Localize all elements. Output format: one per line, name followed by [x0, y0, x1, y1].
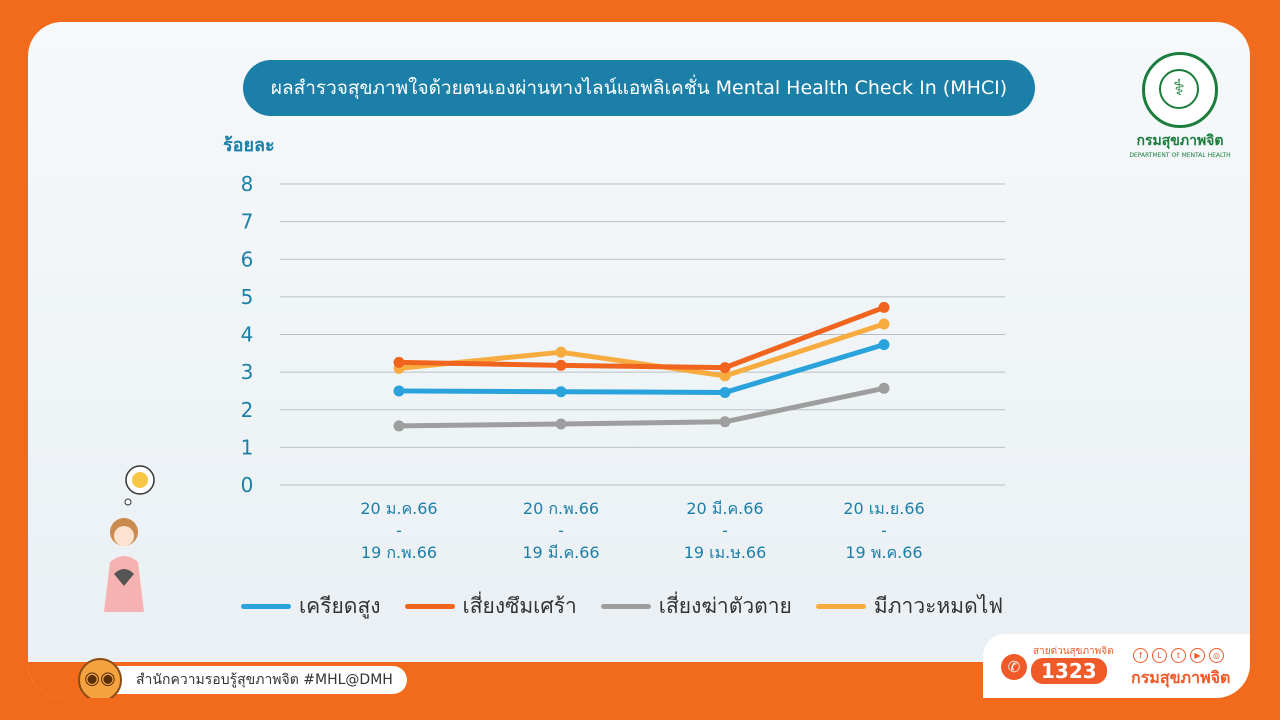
instagram-icon[interactable]: ◎	[1209, 648, 1224, 663]
data-point	[878, 301, 890, 313]
legend-swatch	[404, 604, 455, 609]
social-icons: f L t ▶ ◎	[1133, 648, 1224, 663]
logo-name: กรมสุขภาพจิต	[1136, 133, 1224, 149]
footer-office-text: สำนักความรอบรู้สุขภาพจิต #MHL@DMH	[136, 672, 393, 688]
hotline-number: 1323	[1031, 658, 1107, 684]
data-point	[878, 382, 890, 394]
x-tick-label: 19 ก.พ.66	[361, 543, 437, 562]
y-tick-label: 5	[241, 285, 254, 309]
x-tick-label: 20 เม.ย.66	[843, 499, 924, 518]
legend-swatch	[600, 604, 651, 609]
phone-icon: ✆	[1001, 654, 1027, 680]
data-point	[393, 356, 405, 368]
y-tick-label: 1	[241, 435, 254, 459]
legend-swatch	[241, 604, 291, 609]
y-tick-label: 0	[241, 473, 254, 497]
legend-label: เสี่ยงฆ่าตัวตาย	[658, 594, 792, 618]
y-tick-label: 4	[241, 323, 254, 347]
twitter-icon[interactable]: t	[1171, 648, 1186, 663]
series-line	[396, 385, 887, 429]
facebook-icon[interactable]: f	[1133, 648, 1148, 663]
slide-frame: ผลสำรวจสุขภาพใจด้วยตนเองผ่านทางไลน์แอพลิ…	[28, 22, 1250, 698]
data-point	[719, 416, 731, 428]
data-point	[878, 339, 890, 351]
y-tick-label: 8	[241, 172, 254, 196]
data-point	[555, 418, 567, 430]
x-tick-label: -	[881, 521, 887, 540]
x-tick-label: 20 ก.พ.66	[523, 499, 599, 518]
legend-swatch	[815, 604, 866, 609]
data-point	[878, 318, 890, 330]
x-tick-label: 20 ม.ค.66	[360, 499, 437, 518]
owl-mascot-icon: ◉◉	[78, 658, 122, 698]
legend-item: เครียดสูง	[241, 590, 381, 623]
x-tick-label: -	[558, 521, 564, 540]
data-point	[393, 420, 405, 432]
footer-office-label: สำนักความรอบรู้สุขภาพจิต #MHL@DMH	[100, 666, 407, 694]
x-tick-label: 19 มี.ค.66	[522, 543, 599, 562]
legend-label: เครียดสูง	[299, 594, 381, 618]
legend-item: เสี่ยงซึมเศร้า	[404, 590, 577, 623]
chart-legend: เครียดสูง เสี่ยงซึมเศร้า เสี่ยงฆ่าตัวตาย…	[241, 590, 1003, 623]
series-line	[396, 304, 887, 371]
hotline-dept: กรมสุขภาพจิต	[1131, 668, 1231, 687]
data-point	[393, 385, 405, 397]
data-point	[555, 386, 567, 398]
data-point	[719, 386, 731, 398]
x-tick-label: -	[396, 521, 402, 540]
x-tick-label: 20 มี.ค.66	[686, 499, 763, 518]
line-icon[interactable]: L	[1152, 648, 1167, 663]
y-tick-label: 2	[241, 398, 254, 422]
data-point	[719, 362, 731, 374]
girl-illustration-icon	[104, 465, 155, 612]
ministry-emblem-icon: ⚕	[1142, 52, 1218, 128]
page-title: ผลสำรวจสุขภาพใจด้วยตนเองผ่านทางไลน์แอพลิ…	[243, 60, 1035, 116]
y-axis-label: ร้อยละ	[223, 135, 275, 156]
hotline-label: สายด่วนสุขภาพจิต	[1033, 646, 1114, 657]
legend-item: มีภาวะหมดไฟ	[815, 590, 1004, 623]
data-point	[719, 370, 731, 382]
legend-item: เสี่ยงฆ่าตัวตาย	[600, 590, 792, 623]
y-tick-label: 7	[241, 210, 254, 234]
x-tick-label: 19 เม.ษ.66	[684, 543, 767, 562]
logo-subtitle: DEPARTMENT OF MENTAL HEALTH	[1129, 152, 1231, 159]
legend-label: เสี่ยงซึมเศร้า	[462, 594, 577, 618]
data-point	[555, 346, 567, 358]
department-logo: ⚕ กรมสุขภาพจิต DEPARTMENT OF MENTAL HEAL…	[1120, 52, 1240, 159]
x-tick-label: 19 พ.ค.66	[845, 543, 922, 562]
y-tick-label: 6	[241, 247, 254, 271]
legend-label: มีภาวะหมดไฟ	[873, 594, 1004, 618]
y-tick-label: 3	[241, 360, 254, 384]
youtube-icon[interactable]: ▶	[1190, 648, 1205, 663]
hotline-panel: ✆ สายด่วนสุขภาพจิต 1323 f L t ▶ ◎ กรมสุข…	[983, 634, 1250, 698]
data-point	[555, 359, 567, 371]
x-tick-label: -	[722, 521, 728, 540]
series-line	[396, 342, 887, 395]
